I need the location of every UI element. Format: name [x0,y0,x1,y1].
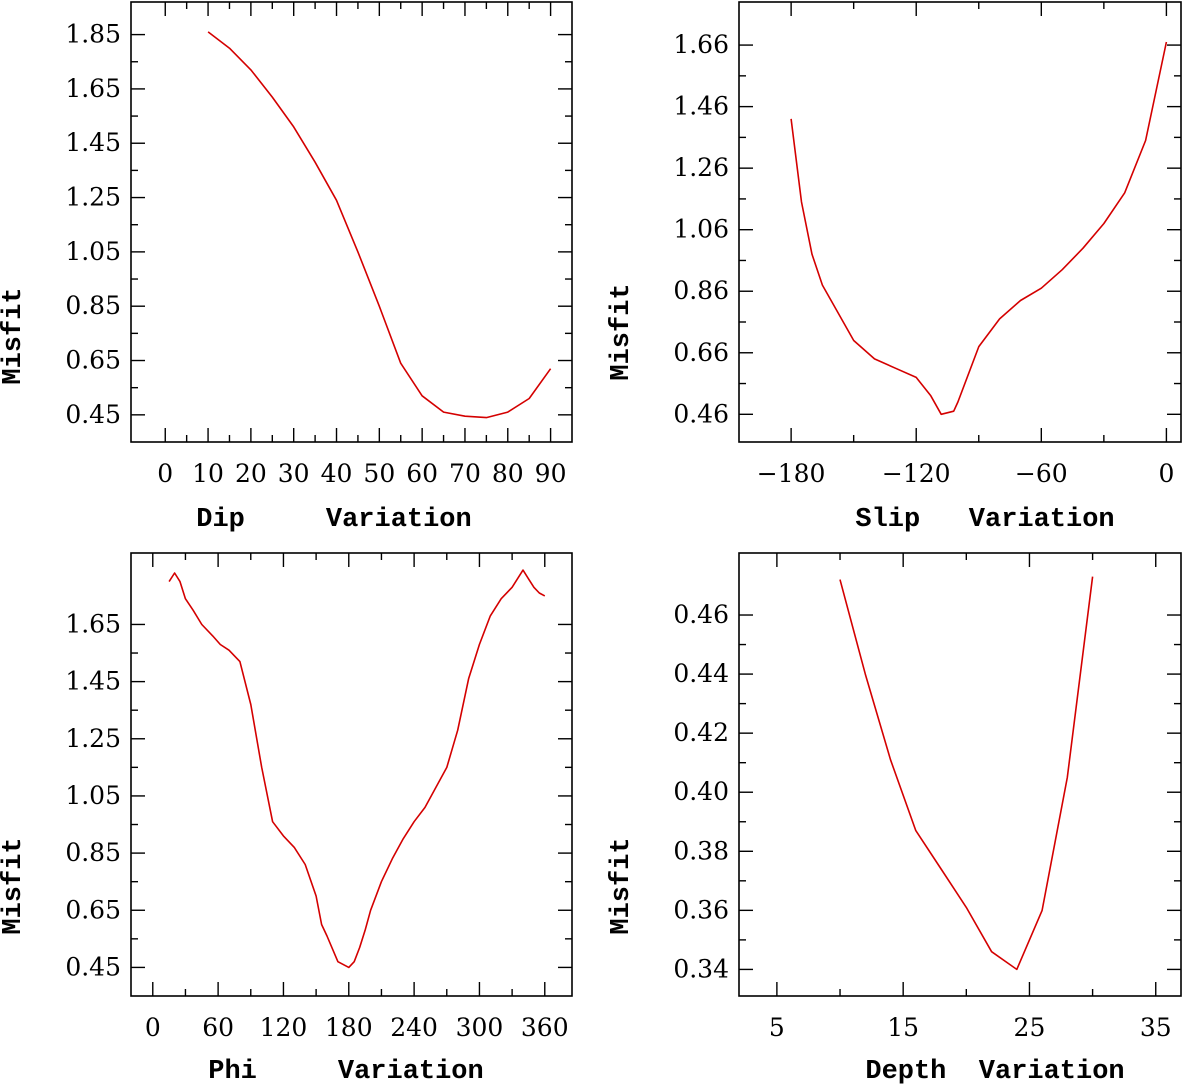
slip-variation-panel: 0.46 0.66 0.86 1.06 1.26 1.46 1.66 −180 −120 −60… [607,1,1182,535]
slip-xtick-label: −60 [1015,459,1068,488]
dip-xtick-label: 60 [406,459,438,488]
phi-y-axis-title: Misfit [0,837,29,934]
dip-ytick-label: 0.85 [65,291,121,320]
phi-xtick-label: 300 [456,1013,504,1042]
dip-y-axis-title: Misfit [0,287,29,384]
slip-xtick-label: −120 [882,459,951,488]
depth-ytick-label: 0.40 [673,777,729,806]
depth-tick-marks [739,553,1181,996]
slip-y-axis-title: Misfit [607,283,637,380]
dip-variation-panel: 0.45 0.65 0.85 1.05 1.25 1.45 1.65 1.85 0 10 20 30… [0,1,573,535]
dip-xtick-label: 30 [278,459,310,488]
depth-xtick-label: 15 [887,1013,919,1042]
slip-ytick-label: 1.66 [673,30,729,59]
dip-x-tick-labels: 0 10 20 30 40 50 60 70 80 90 [157,459,566,488]
depth-ytick-label: 0.36 [673,895,729,924]
phi-ytick-label: 1.45 [65,667,121,696]
depth-x-tick-labels: 5 15 25 35 [769,1013,1172,1042]
phi-ytick-label: 1.65 [65,609,121,638]
depth-ytick-label: 0.42 [673,718,729,747]
depth-xtick-label: 35 [1140,1013,1172,1042]
slip-ytick-label: 0.46 [673,399,729,428]
slip-ytick-label: 1.06 [673,215,729,244]
depth-misfit-curve [839,576,1094,971]
dip-xtick-label: 20 [235,459,267,488]
slip-xtick-label: 0 [1158,459,1174,488]
slip-y-tick-labels: 0.46 0.66 0.86 1.06 1.26 1.46 1.66 [673,30,729,428]
depth-xtick-label: 25 [1014,1013,1046,1042]
slip-ytick-label: 0.66 [673,338,729,367]
depth-ytick-label: 0.46 [673,600,729,629]
phi-xtick-label: 60 [202,1013,234,1042]
phi-misfit-curve [168,569,546,969]
dip-xtick-label: 50 [363,459,395,488]
slip-tick-marks [739,2,1181,442]
slip-x-axis-title: Slip Variation [855,505,1114,535]
slip-misfit-curve [790,41,1168,416]
phi-xtick-label: 180 [325,1013,373,1042]
phi-plot-frame [130,552,573,997]
dip-ytick-label: 1.85 [65,20,121,49]
phi-xtick-label: 120 [260,1013,308,1042]
slip-plot-frame [738,1,1182,443]
depth-y-tick-labels: 0.34 0.36 0.38 0.40 0.42 0.44 0.46 [673,600,729,983]
dip-xtick-label: 10 [192,459,224,488]
dip-ytick-label: 1.45 [65,128,121,157]
dip-xtick-label: 0 [157,459,173,488]
dip-ytick-label: 1.65 [65,74,121,103]
depth-x-axis-title: Depth Variation [865,1057,1124,1086]
depth-y-axis-title: Misfit [607,837,637,934]
slip-ytick-label: 1.46 [673,92,729,121]
phi-xtick-label: 240 [390,1013,438,1042]
dip-ytick-label: 0.65 [65,346,121,375]
depth-variation-panel: 0.34 0.36 0.38 0.40 0.42 0.44 0.46 5 15 25 35 Dep… [607,552,1182,1086]
phi-variation-panel: 0.45 0.65 0.85 1.05 1.25 1.45 1.65 0 60 120 180 24… [0,552,573,1086]
depth-plot-frame [738,552,1182,997]
depth-ytick-label: 0.44 [673,659,729,688]
phi-ytick-label: 0.45 [65,952,121,981]
dip-xtick-label: 40 [321,459,353,488]
slip-ytick-label: 0.86 [673,276,729,305]
phi-y-tick-labels: 0.45 0.65 0.85 1.05 1.25 1.45 1.65 [65,609,121,981]
phi-ytick-label: 0.65 [65,895,121,924]
phi-ytick-label: 1.05 [65,781,121,810]
dip-xtick-label: 70 [449,459,481,488]
slip-x-tick-labels: −180 −120 −60 0 [757,459,1175,488]
phi-ytick-label: 1.25 [65,724,121,753]
dip-xtick-label: 80 [492,459,524,488]
dip-ytick-label: 1.05 [65,237,121,266]
slip-xtick-label: −180 [757,459,826,488]
dip-misfit-curve [207,31,552,419]
depth-xtick-label: 5 [769,1013,785,1042]
dip-ytick-label: 1.25 [65,183,121,212]
dip-ytick-label: 0.45 [65,400,121,429]
depth-ytick-label: 0.38 [673,836,729,865]
phi-x-tick-labels: 0 60 120 180 240 300 360 [145,1013,569,1042]
dip-xtick-label: 90 [535,459,567,488]
dip-y-tick-labels: 0.45 0.65 0.85 1.05 1.25 1.45 1.65 1.85 [65,20,121,429]
phi-x-axis-title: Phi Variation [208,1057,483,1086]
slip-ytick-label: 1.26 [673,153,729,182]
depth-ytick-label: 0.34 [673,954,729,983]
phi-xtick-label: 360 [521,1013,569,1042]
dip-plot-frame [130,1,573,443]
phi-xtick-label: 0 [145,1013,161,1042]
phi-tick-marks [131,553,572,996]
dip-tick-marks [131,2,572,442]
phi-ytick-label: 0.85 [65,838,121,867]
dip-x-axis-title: Dip Variation [196,505,471,535]
